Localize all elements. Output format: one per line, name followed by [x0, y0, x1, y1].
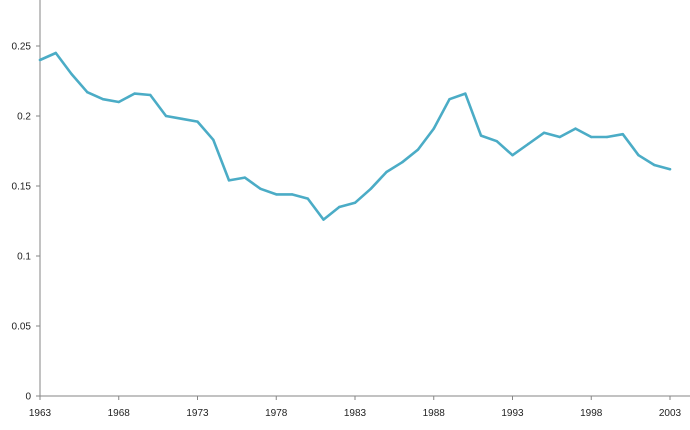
data-point: [464, 92, 467, 95]
y-tick-labels: 0 0.05 0.1 0.15 0.2 0.25: [12, 42, 32, 403]
data-point: [479, 134, 483, 137]
data-point: [495, 140, 498, 143]
y-tick-label: 0.15: [12, 182, 32, 193]
data-point: [133, 92, 136, 95]
data-point: [448, 98, 451, 101]
data-point: [54, 51, 57, 55]
data-point: [306, 197, 309, 200]
data-point: [338, 205, 341, 209]
data-point: [574, 127, 577, 130]
data-point: [353, 201, 357, 204]
data-point: [527, 142, 530, 146]
data-point: [275, 193, 278, 196]
data-point: [149, 93, 152, 97]
data-point: [180, 117, 183, 121]
x-tick-label: 1978: [265, 408, 288, 419]
x-tick-label: 1963: [29, 408, 52, 419]
data-point: [416, 148, 420, 151]
data-point: [369, 187, 372, 190]
data-point: [322, 218, 325, 221]
y-tick-label: 0.1: [17, 252, 31, 263]
y-tick-label: 0.25: [12, 42, 32, 53]
data-point: [511, 154, 514, 157]
data-point: [259, 187, 262, 190]
data-point: [196, 120, 199, 123]
y-tick-label: 0.05: [12, 322, 32, 333]
data-point: [637, 154, 640, 157]
data-point: [227, 179, 231, 182]
x-tick-labels: 1963 1968 1973 1978 1983 1988 1993 1998 2003: [29, 408, 682, 419]
x-tick-label: 1968: [108, 408, 131, 419]
data-point: [290, 193, 294, 196]
data-point: [605, 135, 609, 139]
x-tick-label: 2003: [659, 408, 682, 419]
x-tick-label: 1993: [501, 408, 524, 419]
y-tick-label: 0.2: [17, 112, 31, 123]
data-point: [101, 98, 105, 101]
data-point: [542, 131, 546, 134]
data-point: [653, 163, 656, 167]
series-line: [38, 51, 672, 221]
data-point: [668, 168, 672, 171]
data-point: [385, 170, 388, 174]
data-point: [117, 100, 120, 104]
data-point: [70, 72, 73, 76]
data-point: [86, 91, 89, 94]
data-point: [164, 114, 168, 118]
data-point: [621, 133, 624, 136]
x-tick-label: 1998: [580, 408, 603, 419]
y-tick-label: 0: [25, 392, 31, 403]
x-tick-label: 1983: [344, 408, 367, 419]
data-point: [558, 135, 561, 139]
data-point: [590, 135, 593, 139]
data-point: [401, 161, 404, 164]
data-point: [432, 127, 435, 130]
data-point: [212, 138, 215, 141]
x-tick-label: 1988: [423, 408, 446, 419]
chart-axes: [36, 0, 690, 400]
x-tick-label: 1973: [186, 408, 209, 419]
data-point: [38, 58, 42, 62]
data-point: [243, 176, 246, 179]
series-layer: [38, 51, 672, 221]
